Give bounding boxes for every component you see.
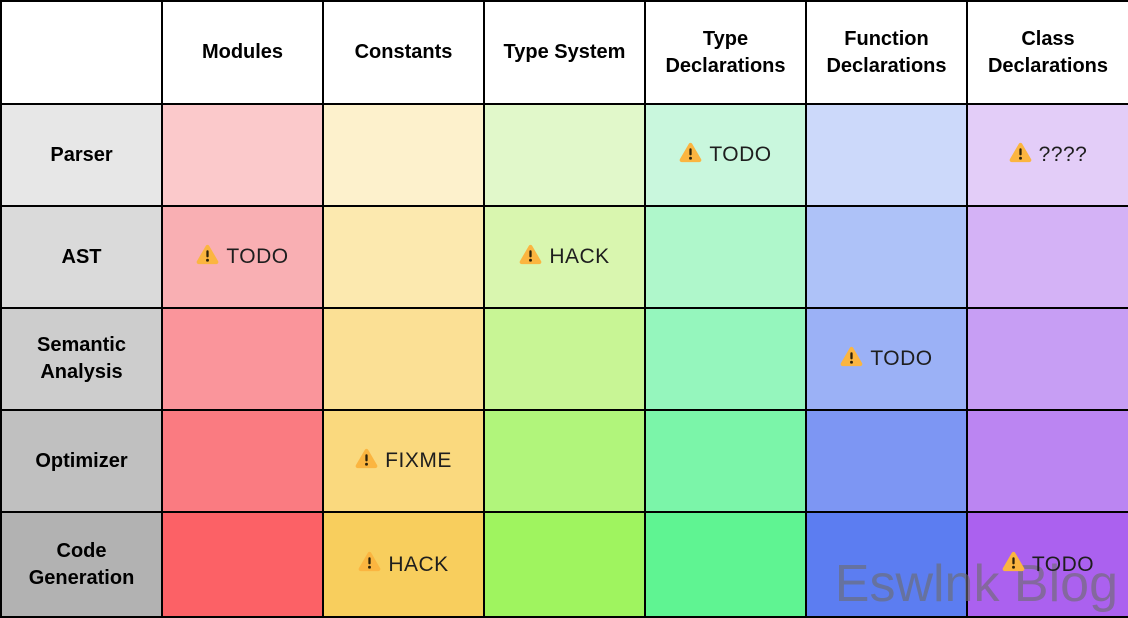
cell-semantic-analysis-class-declarations [966, 307, 1128, 411]
cell-parser-modules [161, 103, 324, 207]
cell-note-label: HACK [388, 552, 449, 576]
cell-ast-modules: TODO [161, 205, 324, 309]
cell-semantic-analysis-function-declarations: TODO [805, 307, 968, 411]
cell-note-label: HACK [549, 245, 610, 268]
warning-icon [679, 142, 702, 169]
column-header-type-system: Type System [483, 0, 646, 105]
cell-optimizer-function-declarations [805, 409, 968, 513]
cell-note: TODO [1002, 551, 1094, 578]
cell-code-generation-constants: HACK [322, 511, 485, 618]
cell-note: FIXME [355, 448, 452, 475]
column-header-class-declarations: Class Declarations [966, 0, 1128, 105]
cell-code-generation-type-system [483, 511, 646, 618]
cell-code-generation-function-declarations [805, 511, 968, 618]
row-header-optimizer: Optimizer [0, 409, 163, 513]
row-header-semantic-analysis: Semantic Analysis [0, 307, 163, 411]
warning-icon [358, 551, 381, 578]
corner-cell [0, 0, 163, 105]
warning-icon [840, 346, 863, 373]
column-header-modules: Modules [161, 0, 324, 105]
cell-note: ???? [1009, 142, 1088, 169]
cell-note: HACK [519, 244, 609, 271]
table-row-ast: AST TODO HACK [0, 205, 1128, 309]
cell-optimizer-class-declarations [966, 409, 1128, 513]
cell-parser-type-declarations: TODO [644, 103, 807, 207]
cell-note: TODO [196, 244, 288, 271]
cell-parser-type-system [483, 103, 646, 207]
cell-note-label: TODO [870, 347, 933, 370]
row-header-ast: AST [0, 205, 163, 309]
cell-note: HACK [358, 551, 448, 578]
cell-optimizer-type-system [483, 409, 646, 513]
cell-note-label: TODO [226, 245, 289, 268]
warning-icon [519, 244, 542, 271]
cell-semantic-analysis-type-declarations [644, 307, 807, 411]
cell-semantic-analysis-type-system [483, 307, 646, 411]
row-header-parser: Parser [0, 103, 163, 207]
cell-code-generation-class-declarations: TODO [966, 511, 1128, 618]
cell-note-label: FIXME [385, 449, 452, 472]
cell-ast-function-declarations [805, 205, 968, 309]
table-row-parser: Parser TODO???? [0, 103, 1128, 207]
column-header-constants: Constants [322, 0, 485, 105]
cell-parser-function-declarations [805, 103, 968, 207]
column-header-function-declarations: Function Declarations [805, 0, 968, 105]
cell-ast-class-declarations [966, 205, 1128, 309]
cell-code-generation-type-declarations [644, 511, 807, 618]
cell-note-label: ???? [1038, 143, 1088, 166]
warning-icon [1009, 142, 1032, 169]
column-header-type-declarations: Type Declarations [644, 0, 807, 105]
cell-parser-class-declarations: ???? [966, 103, 1128, 207]
cell-optimizer-modules [161, 409, 324, 513]
cell-note: TODO [679, 142, 771, 169]
warning-icon [196, 244, 219, 271]
warning-icon [1002, 551, 1025, 578]
table-row-semantic-analysis: Semantic Analysis TODO [0, 307, 1128, 411]
cell-note-label: TODO [1031, 552, 1095, 576]
cell-optimizer-constants: FIXME [322, 409, 485, 513]
row-header-code-generation: Code Generation [0, 511, 163, 618]
table-row-code-generation: Code Generation HACK TODO [0, 511, 1128, 618]
cell-note: TODO [840, 346, 932, 373]
cell-code-generation-modules [161, 511, 324, 618]
cell-ast-constants [322, 205, 485, 309]
cell-semantic-analysis-modules [161, 307, 324, 411]
table-row-optimizer: Optimizer FIXME [0, 409, 1128, 513]
cell-parser-constants [322, 103, 485, 207]
cell-ast-type-system: HACK [483, 205, 646, 309]
cell-note-label: TODO [709, 143, 772, 166]
warning-icon [355, 448, 378, 475]
cell-optimizer-type-declarations [644, 409, 807, 513]
cell-semantic-analysis-constants [322, 307, 485, 411]
header-row: Modules Constants Type System Type Declarat… [0, 0, 1128, 105]
cell-ast-type-declarations [644, 205, 807, 309]
